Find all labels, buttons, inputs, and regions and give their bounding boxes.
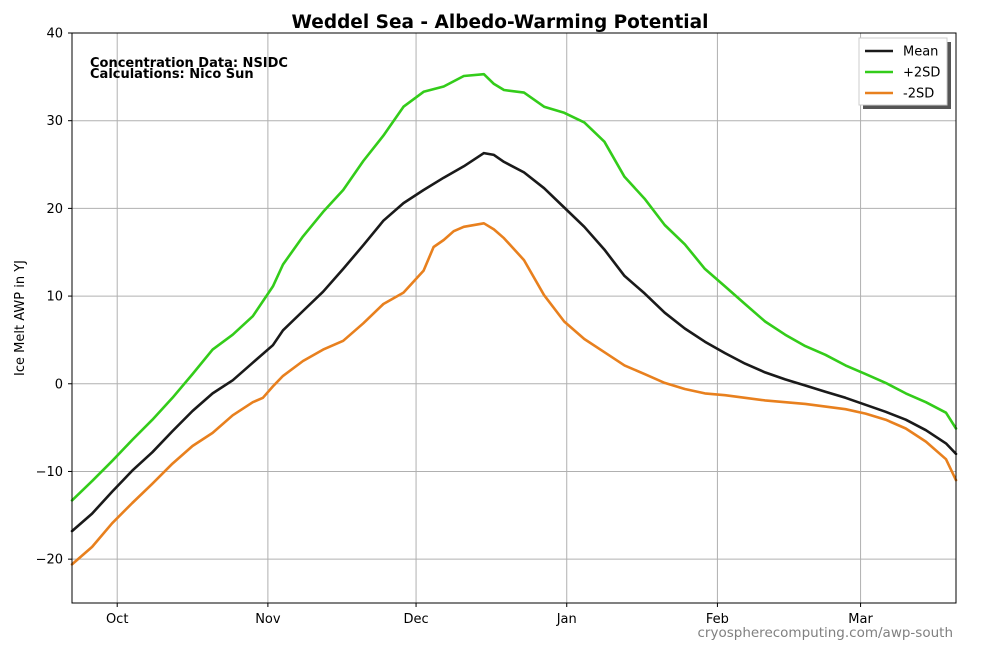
x-tick-label: Jan	[556, 612, 577, 627]
credit-url: cryospherecomputing.com/awp-south	[698, 625, 954, 641]
grid	[72, 32, 956, 603]
y-tick-label: 10	[46, 290, 63, 305]
y-tick-label: −20	[36, 553, 63, 568]
x-tick-label: Dec	[403, 612, 428, 627]
chart-title: Weddel Sea - Albedo-Warming Potential	[292, 12, 709, 33]
annotation-calculations: Calculations: Nico Sun	[90, 67, 254, 82]
axes: 40 30 20 10 0 −10 −20 Oct Nov Dec Jan Feb Mar	[36, 27, 874, 628]
y-tick-label: 0	[55, 377, 63, 392]
annotation-concentration: Concentration Data: NSIDC	[90, 56, 288, 71]
y-tick-label: 20	[46, 202, 63, 217]
x-tick-label: Nov	[255, 612, 281, 627]
y-tick-label: 30	[46, 114, 63, 129]
y-axis-label: Ice Melt AWP in YJ	[13, 260, 28, 376]
x-tick-label: Oct	[106, 612, 128, 627]
series-line-2sd	[70, 222, 958, 566]
x-tick-label: Feb	[706, 612, 729, 627]
series-lines	[70, 72, 958, 566]
legend-label: Mean	[903, 45, 938, 60]
y-tick-label: 40	[46, 27, 63, 42]
legend: Mean +2SD -2SD	[858, 37, 951, 109]
x-tick-label: Mar	[848, 612, 873, 627]
series-line-mean	[70, 151, 958, 533]
plot-area-frame	[71, 32, 957, 604]
series-line-2sd	[70, 72, 958, 502]
y-tick-label: −10	[36, 465, 63, 480]
legend-label: +2SD	[903, 66, 940, 81]
legend-label: -2SD	[903, 87, 934, 102]
